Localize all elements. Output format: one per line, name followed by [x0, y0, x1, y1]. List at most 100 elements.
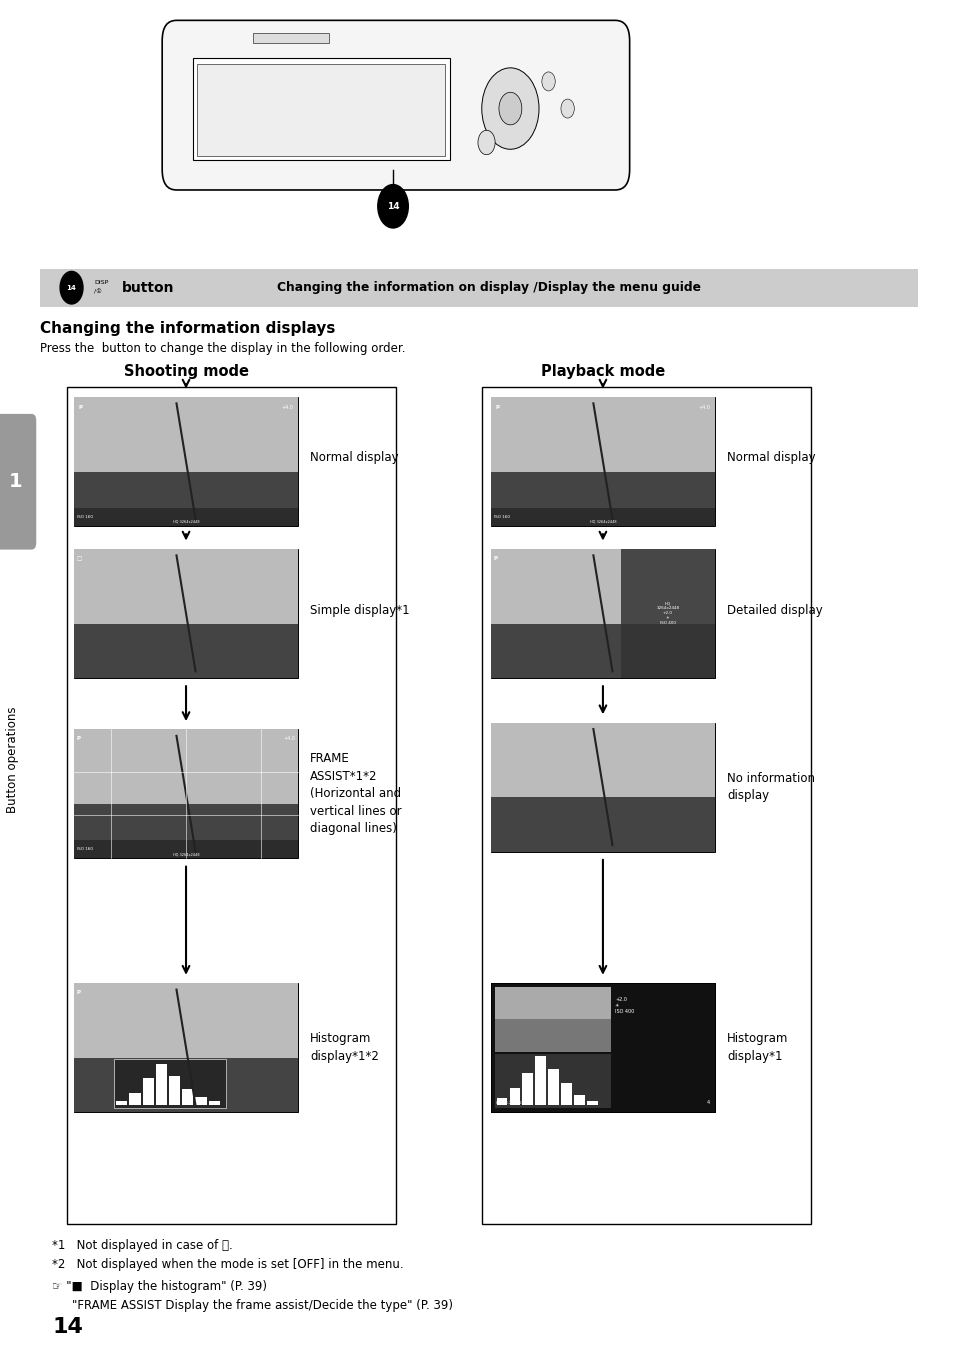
Bar — [67, 387, 395, 1224]
Text: button: button — [122, 281, 174, 294]
Text: ISO 160: ISO 160 — [77, 514, 92, 518]
Bar — [490, 508, 715, 525]
Bar — [494, 988, 611, 1019]
Bar — [193, 58, 450, 160]
Text: FRAME
ASSIST*1*2
(Horizontal and
vertical lines or
diagonal lines): FRAME ASSIST*1*2 (Horizontal and vertica… — [310, 752, 401, 836]
Bar — [535, 1056, 545, 1105]
Bar — [587, 1102, 597, 1105]
Bar — [490, 798, 715, 852]
Text: Shooting mode: Shooting mode — [123, 364, 249, 380]
Text: 14: 14 — [386, 202, 399, 210]
Text: HQ
3264x2448
+2.0
☀
ISO 400: HQ 3264x2448 +2.0 ☀ ISO 400 — [656, 601, 679, 626]
Bar — [509, 1088, 519, 1105]
Bar — [130, 1092, 140, 1106]
Bar — [490, 722, 715, 852]
Bar — [74, 624, 297, 677]
Bar — [490, 548, 715, 677]
Text: Detailed display: Detailed display — [726, 604, 821, 617]
Text: Press the  button to change the display in the following order.: Press the button to change the display i… — [40, 342, 405, 356]
Bar — [494, 988, 611, 1052]
Circle shape — [560, 99, 574, 118]
Bar — [253, 33, 329, 43]
Bar — [548, 1068, 558, 1105]
Text: Playback mode: Playback mode — [540, 364, 664, 380]
Text: 4: 4 — [706, 1101, 709, 1105]
Text: HQ 3264x2448: HQ 3264x2448 — [172, 520, 199, 524]
Circle shape — [481, 68, 538, 149]
Bar — [490, 982, 715, 1113]
Text: Normal display: Normal display — [310, 451, 398, 464]
Text: P: P — [493, 556, 497, 560]
Bar — [496, 1098, 506, 1105]
Bar — [169, 1076, 180, 1106]
Text: P: P — [496, 404, 499, 410]
Bar — [74, 805, 297, 859]
Text: HQ 3264x2448: HQ 3264x2448 — [172, 852, 199, 856]
Circle shape — [498, 92, 521, 125]
Text: P: P — [79, 404, 83, 410]
Bar — [74, 508, 297, 525]
Text: ISO 160: ISO 160 — [493, 514, 509, 518]
Bar — [196, 64, 444, 156]
Bar — [182, 1088, 193, 1106]
Circle shape — [60, 271, 83, 304]
Text: "FRAME ASSIST Display the frame assist/Decide the type" (P. 39): "FRAME ASSIST Display the frame assist/D… — [71, 1299, 452, 1312]
Bar — [490, 472, 715, 525]
Bar — [74, 982, 297, 1113]
Text: Simple display*1: Simple display*1 — [310, 604, 409, 617]
Text: +2.0
☀
ISO 400: +2.0 ☀ ISO 400 — [615, 996, 634, 1014]
Text: *2   Not displayed when the mode is set [OFF] in the menu.: *2 Not displayed when the mode is set [O… — [52, 1258, 404, 1272]
Text: P: P — [77, 735, 81, 741]
Text: No information
display: No information display — [726, 772, 814, 802]
Text: +4.0: +4.0 — [281, 404, 294, 410]
Bar — [522, 1073, 533, 1105]
Bar — [490, 722, 715, 798]
Bar — [142, 1079, 153, 1106]
Bar — [74, 1058, 297, 1113]
Bar — [116, 1102, 128, 1106]
Text: 06.03.26  12:30: 06.03.26 12:30 — [496, 1102, 528, 1105]
Bar — [490, 396, 715, 525]
Bar — [74, 396, 297, 472]
Text: *1   Not displayed in case of 🎥.: *1 Not displayed in case of 🎥. — [52, 1239, 233, 1253]
Bar — [74, 548, 297, 624]
Text: Histogram
display*1*2: Histogram display*1*2 — [310, 1033, 378, 1063]
Bar — [481, 387, 810, 1224]
Bar — [74, 730, 297, 805]
Bar — [209, 1102, 219, 1106]
Circle shape — [377, 185, 408, 228]
Bar — [74, 982, 297, 1058]
Bar — [74, 472, 297, 525]
Bar — [490, 548, 715, 624]
Bar — [155, 1064, 167, 1106]
Text: Changing the information displays: Changing the information displays — [40, 320, 335, 337]
Bar — [560, 1083, 571, 1105]
Text: ☞ "■  Display the histogram" (P. 39): ☞ "■ Display the histogram" (P. 39) — [52, 1280, 267, 1293]
Text: Histogram
display*1: Histogram display*1 — [726, 1033, 787, 1063]
Text: +4.0: +4.0 — [283, 735, 295, 741]
FancyBboxPatch shape — [0, 414, 36, 550]
Text: P: P — [77, 991, 81, 995]
Text: Changing the information on display /Display the menu guide: Changing the information on display /Dis… — [276, 281, 700, 294]
Bar — [490, 396, 715, 472]
Circle shape — [477, 130, 495, 155]
Text: 14: 14 — [67, 285, 76, 290]
Bar — [74, 729, 297, 859]
Text: 14: 14 — [52, 1318, 83, 1337]
Bar — [494, 1054, 611, 1107]
Bar — [74, 840, 297, 859]
Text: +4.0: +4.0 — [698, 404, 709, 410]
Bar — [40, 269, 917, 307]
Bar — [195, 1098, 206, 1106]
Bar — [620, 548, 715, 677]
Text: ISO 160: ISO 160 — [77, 847, 92, 851]
Bar — [490, 624, 715, 677]
Bar — [74, 548, 297, 677]
Bar — [114, 1060, 226, 1109]
Text: Normal display: Normal display — [726, 451, 815, 464]
Text: □: □ — [77, 556, 82, 560]
Text: 1: 1 — [9, 472, 22, 491]
Circle shape — [541, 72, 555, 91]
Text: DISP: DISP — [94, 280, 109, 285]
Bar — [74, 396, 297, 525]
